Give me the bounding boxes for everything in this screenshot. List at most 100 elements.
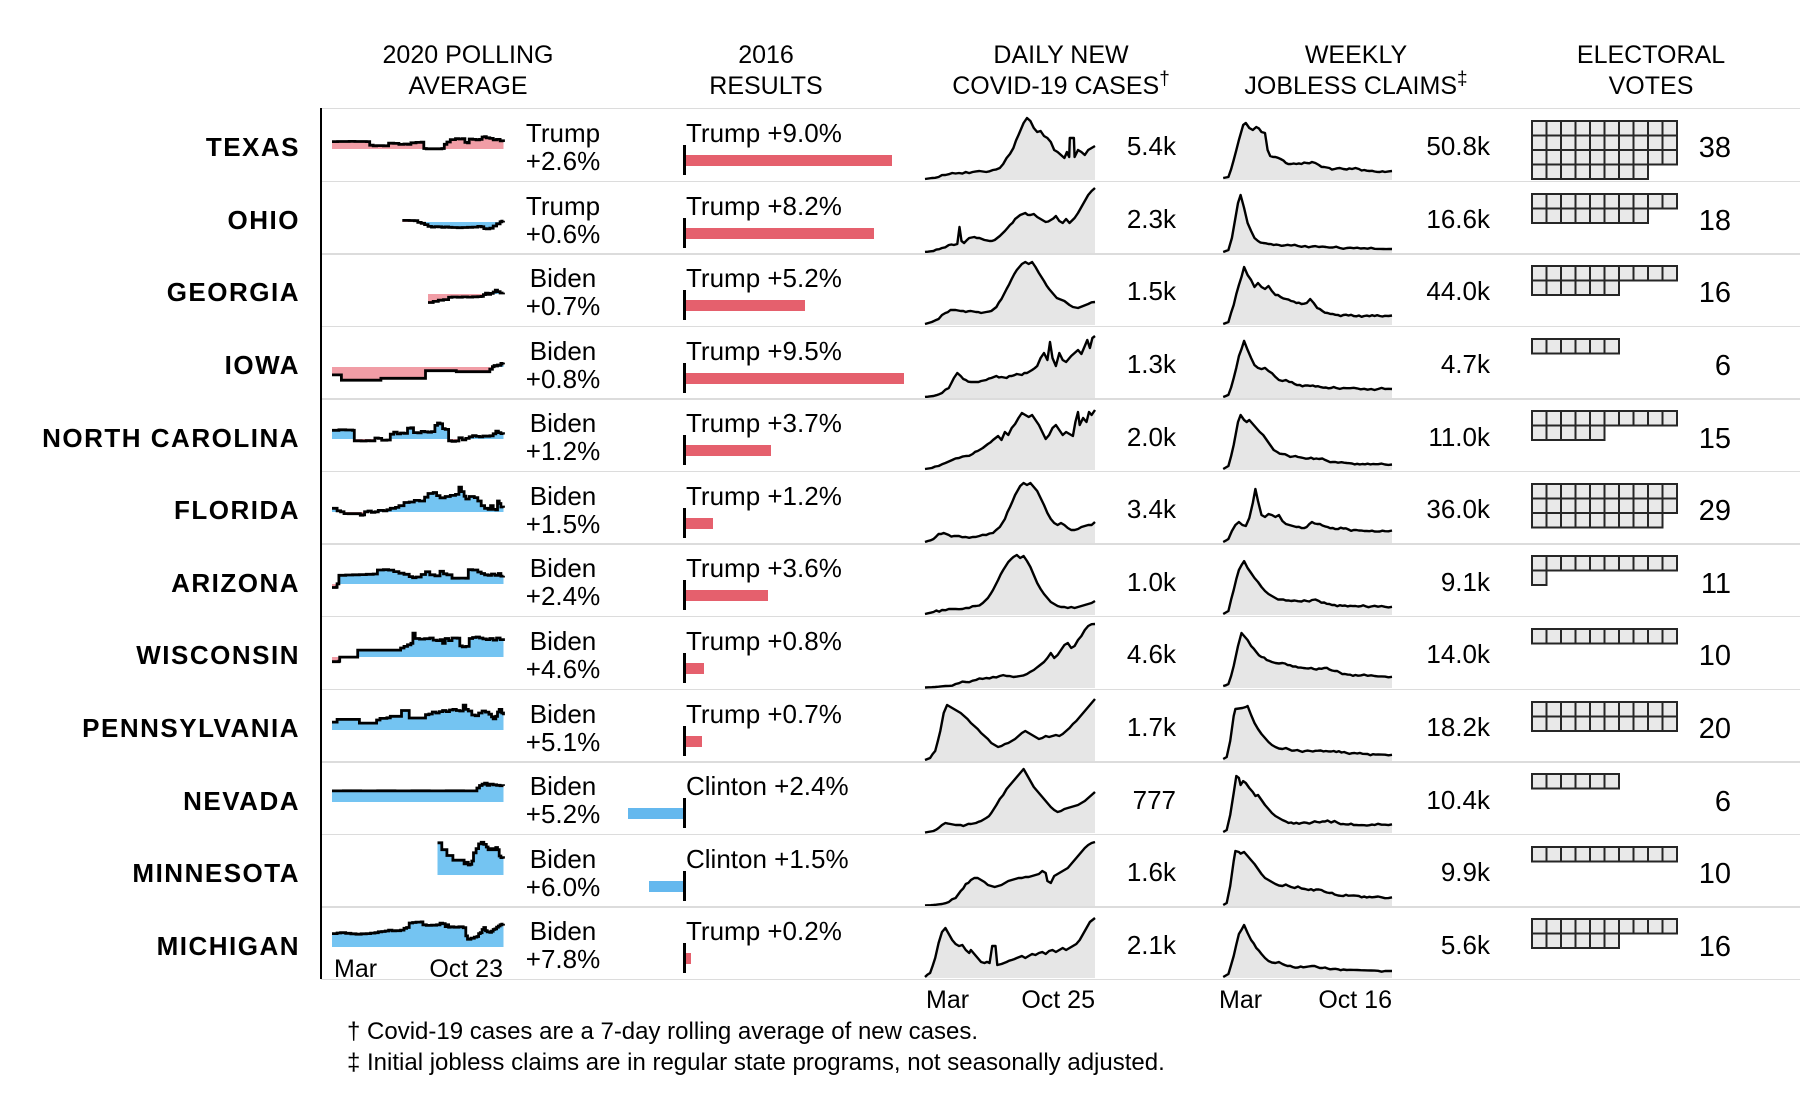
covid-sparkline: [924, 260, 1096, 326]
results-2016-bar: [686, 735, 703, 747]
electoral-value: 16: [1698, 930, 1731, 963]
row-separator: [321, 978, 1800, 981]
results-2016-label: Trump +5.2%: [686, 263, 842, 294]
results-2016-label: Trump +3.6%: [686, 553, 842, 584]
polling-leader: Biden: [529, 843, 597, 874]
polling-axis-line: [320, 108, 323, 979]
results-2016-label: Trump +9.0%: [686, 118, 842, 148]
polling-margin: +5.1%: [525, 726, 601, 757]
header-jobless-line2: JOBLESS CLAIMS‡: [1244, 68, 1468, 100]
polling-margin: +0.6%: [525, 218, 601, 249]
electoral-value: 15: [1698, 422, 1731, 455]
jobless-sparkline: [1222, 414, 1393, 471]
table-row: IOWA Biden +0.8% Trump +9.5% 1.3k 4.7k 6: [0, 326, 1800, 399]
results-2016-bar: [686, 663, 705, 675]
polling-sparkline: [332, 568, 505, 590]
table-row: PENNSYLVANIA Biden +5.1% Trump +0.7% 1.7k 18.…: [0, 689, 1800, 762]
polling-leader: Biden: [529, 916, 597, 947]
covid-sparkline: [924, 554, 1096, 616]
dagger-icon: †: [1159, 68, 1170, 90]
row-separator: [321, 398, 1800, 400]
results-2016-label: Trump +9.5%: [686, 335, 842, 366]
results-2016-label: Trump +8.2%: [686, 190, 842, 221]
polling-margin: +0.8%: [525, 363, 601, 394]
results-2016-axis-tick: [683, 507, 686, 538]
polling-margin: +5.2%: [525, 799, 601, 830]
table-row: NEVADA Biden +5.2% Clinton +2.4% 777 10.4k 6: [0, 761, 1800, 834]
results-2016-label: Clinton +1.5%: [686, 843, 849, 874]
results-2016-axis-tick: [683, 362, 686, 393]
header-electoral-line1: ELECTORAL: [1576, 41, 1726, 69]
covid-value: 5.4k: [1126, 131, 1176, 162]
table-row: MICHIGAN Biden +7.8% Trump +0.2% 2.1k 5.6k 16: [0, 906, 1800, 979]
jobless-sparkline: [1222, 121, 1393, 180]
results-2016-bar: [628, 808, 683, 820]
jobless-sparkline: [1222, 265, 1393, 326]
jobless-sparkline: [1222, 704, 1393, 761]
jobless-value: 44.0k: [1426, 276, 1490, 307]
jobless-sparkline: [1222, 924, 1392, 979]
covid-sparkline: [924, 917, 1096, 979]
table-row: NORTH CAROLINA Biden +1.2% Trump +3.7% 2.0k 1…: [0, 398, 1800, 471]
electoral-value: 6: [1714, 350, 1731, 383]
results-2016-bar: [686, 590, 769, 602]
jobless-value: 36.0k: [1426, 494, 1490, 525]
jobless-sparkline: [1222, 775, 1393, 834]
electoral-waffle: [1531, 628, 1678, 645]
results-2016-label: Trump +1.2%: [686, 480, 842, 511]
results-2016-axis-tick: [683, 580, 686, 611]
state-label: OHIO: [227, 204, 300, 235]
state-label: NORTH CAROLINA: [42, 422, 300, 453]
covid-value: 1.3k: [1126, 349, 1176, 380]
electoral-value: 38: [1698, 132, 1731, 165]
polling-margin: +1.2%: [525, 436, 601, 467]
results-2016-axis-tick: [683, 870, 686, 901]
covid-value: 777: [1132, 784, 1176, 815]
header-covid-line2: COVID-19 CASES†: [952, 68, 1170, 100]
covid-value: 1.0k: [1126, 566, 1176, 597]
polling-sparkline: [332, 485, 505, 517]
polling-sparkline: [437, 840, 505, 875]
covid-value: 3.4k: [1126, 494, 1176, 525]
results-2016-axis-tick: [683, 798, 686, 829]
results-2016-axis-tick: [683, 435, 686, 466]
results-2016-axis-tick: [683, 653, 686, 684]
polling-sparkline: [332, 920, 505, 948]
header-electoral: ELECTORAL VOTES: [1441, 40, 1800, 102]
table-row: WISCONSIN Biden +4.6% Trump +0.8% 4.6k 14.0k 1…: [0, 616, 1800, 689]
electoral-waffle: [1531, 918, 1678, 950]
covid-sparkline: [924, 116, 1096, 181]
polling-margin: +0.7%: [525, 291, 601, 322]
polling-leader: Biden: [529, 626, 597, 657]
electoral-waffle: [1531, 773, 1620, 790]
polling-margin: +6.0%: [525, 871, 601, 902]
covid-sparkline: [924, 697, 1096, 761]
results-2016-label: Clinton +2.4%: [686, 771, 849, 802]
electoral-waffle: [1531, 337, 1620, 355]
polling-leader: Biden: [529, 408, 597, 439]
jobless-axis-end: Oct 16: [1318, 986, 1392, 1014]
results-2016-bar: [686, 227, 874, 239]
header-polling: 2020 POLLING AVERAGE: [258, 40, 678, 102]
table-row: MINNESOTA Biden +6.0% Clinton +1.5% 1.6k 9.9k…: [0, 834, 1800, 907]
electoral-value: 11: [1700, 567, 1731, 600]
polling-leader: Trump: [525, 190, 601, 221]
jobless-sparkline: [1222, 631, 1393, 689]
polling-leader: Biden: [529, 698, 597, 729]
jobless-value: 5.6k: [1440, 929, 1490, 960]
jobless-value: 9.9k: [1440, 857, 1490, 888]
footnote-covid: † Covid-19 cases are a 7-day rolling ave…: [347, 1018, 979, 1045]
row-separator: [321, 616, 1800, 618]
electoral-waffle: [1531, 192, 1678, 224]
results-2016-bar: [686, 155, 893, 166]
polling-leader: Trump: [525, 118, 601, 148]
electoral-waffle: [1531, 410, 1678, 442]
electoral-waffle: [1531, 120, 1678, 180]
state-label: IOWA: [224, 350, 300, 381]
results-2016-bar: [648, 880, 683, 892]
header-electoral-line2: VOTES: [1608, 72, 1694, 100]
header-jobless-line1: WEEKLY: [1304, 41, 1408, 69]
polling-axis-end: Oct 23: [429, 955, 503, 983]
electoral-waffle: [1531, 265, 1678, 297]
jobless-value: 50.8k: [1426, 131, 1490, 162]
